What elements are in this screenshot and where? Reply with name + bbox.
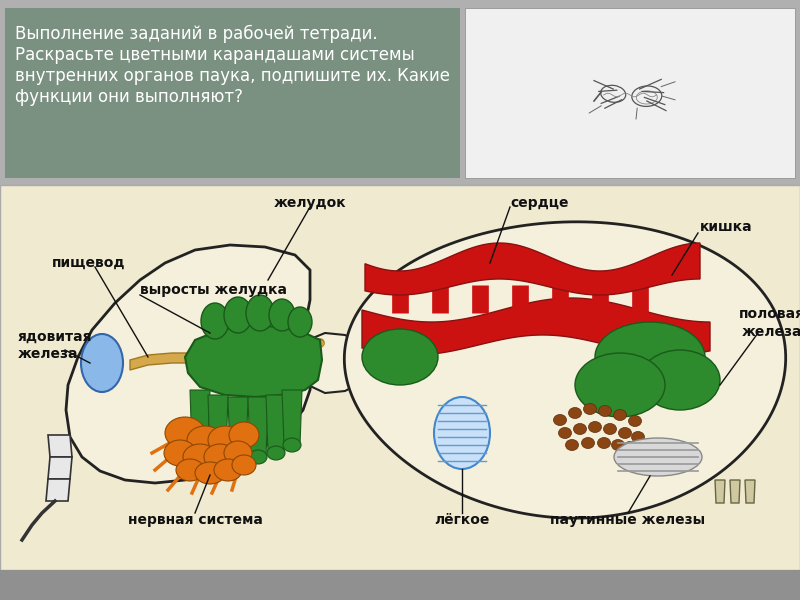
Ellipse shape [183,444,217,470]
Ellipse shape [614,438,702,476]
Bar [0,570,800,600]
Ellipse shape [246,295,274,331]
Ellipse shape [614,409,626,421]
Polygon shape [46,479,70,501]
Ellipse shape [554,415,566,425]
Ellipse shape [582,437,594,449]
Ellipse shape [229,453,247,467]
Ellipse shape [267,446,285,460]
Ellipse shape [566,439,578,451]
Polygon shape [190,390,210,450]
Ellipse shape [208,426,242,454]
Ellipse shape [598,437,610,449]
Ellipse shape [598,406,611,416]
Ellipse shape [611,439,625,451]
Ellipse shape [574,424,586,434]
Ellipse shape [229,422,259,448]
Bar [5,8,460,178]
Polygon shape [228,397,248,460]
Bar [465,8,795,178]
Ellipse shape [187,426,223,454]
Ellipse shape [201,303,229,339]
Polygon shape [266,395,286,453]
Polygon shape [308,333,360,393]
Ellipse shape [640,350,720,410]
Ellipse shape [623,442,637,452]
Text: внутренних органов паука, подпишите их. Какие: внутренних органов паука, подпишите их. … [15,67,450,85]
Ellipse shape [618,427,631,439]
Ellipse shape [558,427,571,439]
Polygon shape [48,457,72,479]
Polygon shape [208,395,228,457]
Ellipse shape [165,417,205,449]
Polygon shape [282,390,302,445]
Ellipse shape [288,307,312,337]
Text: Раскрасьте цветными карандашами системы: Раскрасьте цветными карандашами системы [15,46,414,64]
Ellipse shape [191,443,209,457]
Ellipse shape [224,441,252,465]
Ellipse shape [583,403,597,415]
Text: функции они выполняют?: функции они выполняют? [15,88,243,106]
Ellipse shape [575,353,665,417]
Ellipse shape [629,415,642,427]
Ellipse shape [595,322,705,392]
Polygon shape [730,480,740,503]
Polygon shape [715,480,725,503]
Polygon shape [362,298,710,355]
Polygon shape [745,480,755,503]
Text: кишка: кишка [700,220,753,234]
Polygon shape [365,243,700,295]
Ellipse shape [81,334,123,392]
Text: Выполнение заданий в рабочей тетради.: Выполнение заданий в рабочей тетради. [15,25,378,43]
Text: сердце: сердце [510,196,569,210]
Text: пищевод: пищевод [52,256,126,270]
Polygon shape [48,435,72,457]
Text: половая
железа: половая железа [739,307,800,338]
Text: паутинные железы: паутинные железы [550,513,706,527]
Text: лёгкое: лёгкое [434,513,490,527]
Ellipse shape [589,421,602,433]
Polygon shape [66,245,312,483]
Ellipse shape [362,329,438,385]
Text: ядовитая
железа: ядовитая железа [18,329,93,361]
Ellipse shape [434,397,490,469]
Polygon shape [130,353,195,370]
Text: нервная система: нервная система [127,513,262,527]
Ellipse shape [195,462,225,484]
Ellipse shape [603,424,617,434]
Text: выросты желудка: выросты желудка [140,283,287,297]
Text: желудок: желудок [274,196,346,210]
Ellipse shape [224,297,252,333]
Polygon shape [344,222,786,518]
Ellipse shape [209,450,227,464]
Ellipse shape [204,444,236,470]
Bar [0,0,800,185]
Bar [0,185,800,570]
Ellipse shape [176,459,204,481]
Polygon shape [185,325,322,397]
Ellipse shape [269,299,295,331]
Ellipse shape [249,450,267,464]
Polygon shape [248,397,268,457]
Ellipse shape [283,438,301,452]
Ellipse shape [569,407,582,419]
Ellipse shape [164,440,196,466]
Ellipse shape [631,431,645,443]
Ellipse shape [232,455,256,475]
Ellipse shape [214,459,242,481]
